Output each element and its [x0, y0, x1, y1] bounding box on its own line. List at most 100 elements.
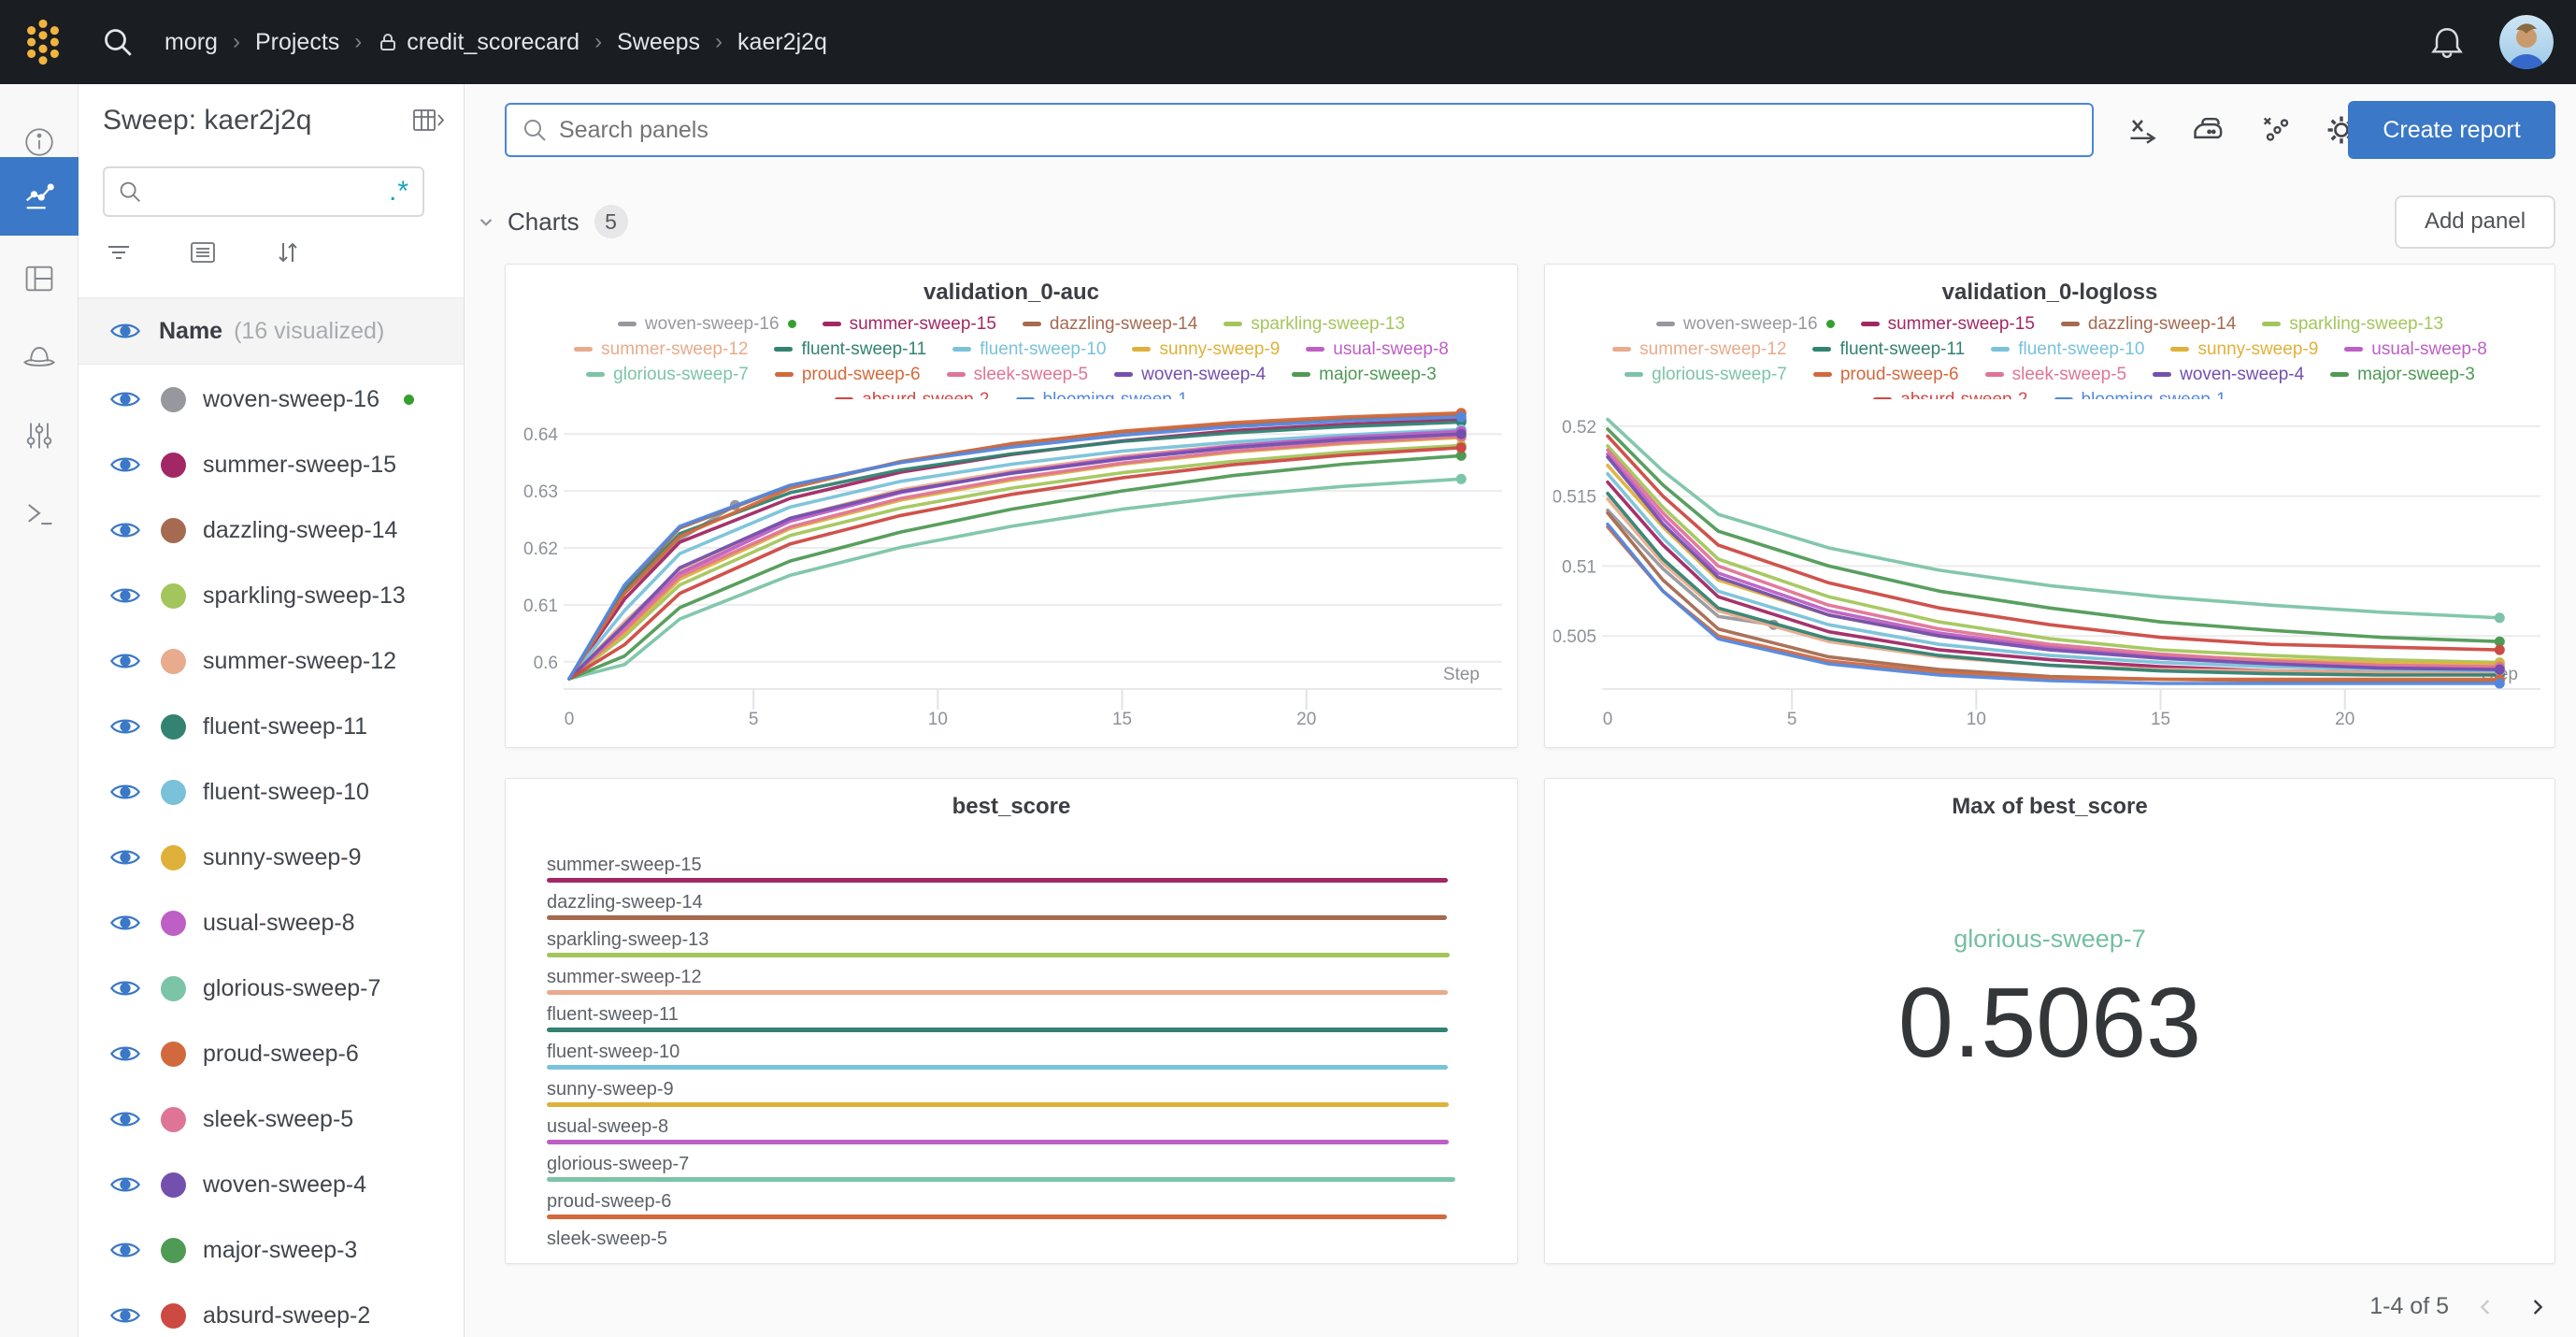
visibility-eye-icon[interactable] [108, 906, 142, 940]
user-avatar[interactable] [2499, 15, 2554, 69]
wandb-logo-icon[interactable] [21, 13, 65, 71]
breadcrumb-projects[interactable]: Projects [254, 28, 340, 55]
run-row[interactable]: fluent-sweep-10 [79, 759, 464, 825]
create-report-button[interactable]: Create report [2348, 101, 2555, 159]
run-row[interactable]: major-sweep-3 [79, 1217, 464, 1283]
legend-item[interactable]: fluent-sweep-10 [952, 339, 1106, 359]
run-row[interactable]: sunny-sweep-9 [79, 825, 464, 890]
bar-row[interactable]: sparkling-sweep-13 [547, 928, 1455, 957]
x-axis-settings-icon[interactable] [2124, 111, 2161, 149]
open-runs-table-icon[interactable] [411, 106, 445, 136]
sweep-controls-sliders-icon[interactable] [0, 396, 79, 475]
overview-info-icon[interactable] [0, 103, 79, 181]
run-row[interactable]: fluent-sweep-11 [79, 694, 464, 759]
legend-item[interactable]: dazzling-sweep-14 [1022, 314, 1197, 334]
legend-item[interactable]: blooming-sweep-1 [2054, 390, 2226, 399]
visibility-eye-icon[interactable] [108, 314, 142, 348]
regex-toggle[interactable]: .* [388, 176, 409, 207]
line-chart-plot[interactable]: 0.6 0.61 0.62 0.63 0.64 0 5 10 15 20 Step [515, 399, 1508, 732]
legend-item[interactable]: woven-sweep-4 [2153, 365, 2304, 384]
legend-item[interactable]: summer-sweep-12 [1612, 339, 1786, 359]
logs-terminal-icon[interactable] [0, 475, 79, 553]
legend-item[interactable]: dazzling-sweep-14 [2060, 314, 2236, 334]
legend-item[interactable]: sunny-sweep-9 [1132, 339, 1280, 359]
legend-item[interactable]: fluent-sweep-10 [1991, 339, 2144, 359]
breadcrumb-project[interactable]: credit_scorecard [377, 29, 580, 56]
visibility-eye-icon[interactable] [108, 579, 142, 612]
visibility-eye-icon[interactable] [108, 710, 142, 743]
legend-item[interactable]: absurd-sweep-2 [835, 390, 990, 399]
legend-item[interactable]: fluent-sweep-11 [774, 339, 926, 359]
visibility-eye-icon[interactable] [108, 1102, 142, 1136]
run-row[interactable]: absurd-sweep-2 [79, 1283, 464, 1337]
bar-row[interactable]: summer-sweep-15 [547, 854, 1455, 883]
notifications-bell-icon[interactable] [2426, 22, 2468, 63]
legend-item[interactable]: proud-sweep-6 [1812, 365, 1959, 384]
add-panel-button[interactable]: Add panel [2395, 194, 2555, 249]
legend-item[interactable]: summer-sweep-15 [822, 314, 996, 334]
bar-row[interactable]: fluent-sweep-10 [547, 1041, 1455, 1070]
legend-item[interactable]: proud-sweep-6 [774, 365, 921, 384]
run-row[interactable]: woven-sweep-4 [79, 1152, 464, 1217]
legend-item[interactable]: woven-sweep-16 [617, 314, 796, 334]
panels-prev-page-icon[interactable] [2473, 1294, 2499, 1320]
bar-chart-rows[interactable]: summer-sweep-15 dazzling-sweep-14 sparklin… [547, 854, 1455, 1246]
legend-item[interactable]: sleek-sweep-5 [946, 365, 1088, 384]
legend-item[interactable]: usual-sweep-8 [2344, 339, 2487, 359]
legend-item[interactable]: summer-sweep-15 [1860, 314, 2035, 334]
outliers-scatter-icon[interactable] [2256, 111, 2294, 149]
run-row[interactable]: proud-sweep-6 [79, 1021, 464, 1086]
bar-row[interactable]: glorious-sweep-7 [547, 1153, 1455, 1182]
visibility-eye-icon[interactable] [108, 513, 142, 547]
nav-search-icon[interactable] [99, 23, 136, 61]
legend-item[interactable]: fluent-sweep-11 [1812, 339, 1965, 359]
legend-item[interactable]: major-sweep-3 [2330, 365, 2475, 384]
bar-row[interactable]: proud-sweep-6 [547, 1190, 1455, 1219]
sort-icon[interactable] [271, 237, 303, 267]
breadcrumb-sweep-id[interactable]: kaer2j2q [737, 28, 827, 55]
bar-row[interactable]: usual-sweep-8 [547, 1115, 1455, 1144]
legend-item[interactable]: sunny-sweep-9 [2170, 339, 2318, 359]
run-row[interactable]: usual-sweep-8 [79, 890, 464, 956]
bar-row[interactable]: fluent-sweep-11 [547, 1003, 1455, 1032]
legend-item[interactable]: major-sweep-3 [1292, 365, 1437, 384]
legend-item[interactable]: glorious-sweep-7 [1624, 365, 1787, 384]
charts-workspace-tab[interactable] [0, 157, 79, 236]
visibility-eye-icon[interactable] [108, 1299, 142, 1332]
panels-next-page-icon[interactable] [2524, 1294, 2550, 1320]
visibility-eye-icon[interactable] [108, 1037, 142, 1071]
visibility-eye-icon[interactable] [108, 382, 142, 416]
legend-item[interactable]: woven-sweep-16 [1655, 314, 1835, 334]
visibility-eye-icon[interactable] [108, 448, 142, 482]
visibility-eye-icon[interactable] [108, 1168, 142, 1201]
run-row[interactable]: sleek-sweep-5 [79, 1086, 464, 1152]
section-collapse-chevron-icon[interactable] [474, 209, 498, 234]
visibility-eye-icon[interactable] [108, 1233, 142, 1267]
legend-item[interactable]: glorious-sweep-7 [586, 365, 749, 384]
display-options-icon[interactable] [187, 238, 219, 266]
bar-row[interactable]: sunny-sweep-9 [547, 1078, 1455, 1107]
smoothing-iron-icon[interactable] [2189, 110, 2228, 150]
breadcrumb-sweeps[interactable]: Sweeps [617, 28, 701, 55]
filter-icon[interactable] [103, 238, 135, 266]
run-row[interactable]: summer-sweep-15 [79, 432, 464, 497]
legend-item[interactable]: woven-sweep-4 [1114, 365, 1266, 384]
visibility-eye-icon[interactable] [108, 644, 142, 678]
run-row[interactable]: sparkling-sweep-13 [79, 563, 464, 628]
run-row[interactable]: glorious-sweep-7 [79, 956, 464, 1021]
bar-row[interactable]: sleek-sweep-5 [547, 1228, 1455, 1246]
run-row[interactable]: dazzling-sweep-14 [79, 497, 464, 563]
bar-row[interactable]: summer-sweep-12 [547, 966, 1455, 995]
visibility-eye-icon[interactable] [108, 841, 142, 874]
legend-item[interactable]: summer-sweep-12 [574, 339, 748, 359]
legend-item[interactable]: sleek-sweep-5 [1984, 365, 2126, 384]
runs-table-tab[interactable] [0, 239, 79, 318]
legend-item[interactable]: usual-sweep-8 [1306, 339, 1449, 359]
run-row[interactable]: woven-sweep-16 [79, 367, 464, 432]
visibility-eye-icon[interactable] [108, 775, 142, 809]
breadcrumb-entity[interactable]: morg [165, 28, 218, 55]
sweeps-hat-icon[interactable] [0, 318, 79, 396]
bar-row[interactable]: dazzling-sweep-14 [547, 891, 1455, 920]
legend-item[interactable]: sparkling-sweep-13 [2262, 314, 2443, 334]
